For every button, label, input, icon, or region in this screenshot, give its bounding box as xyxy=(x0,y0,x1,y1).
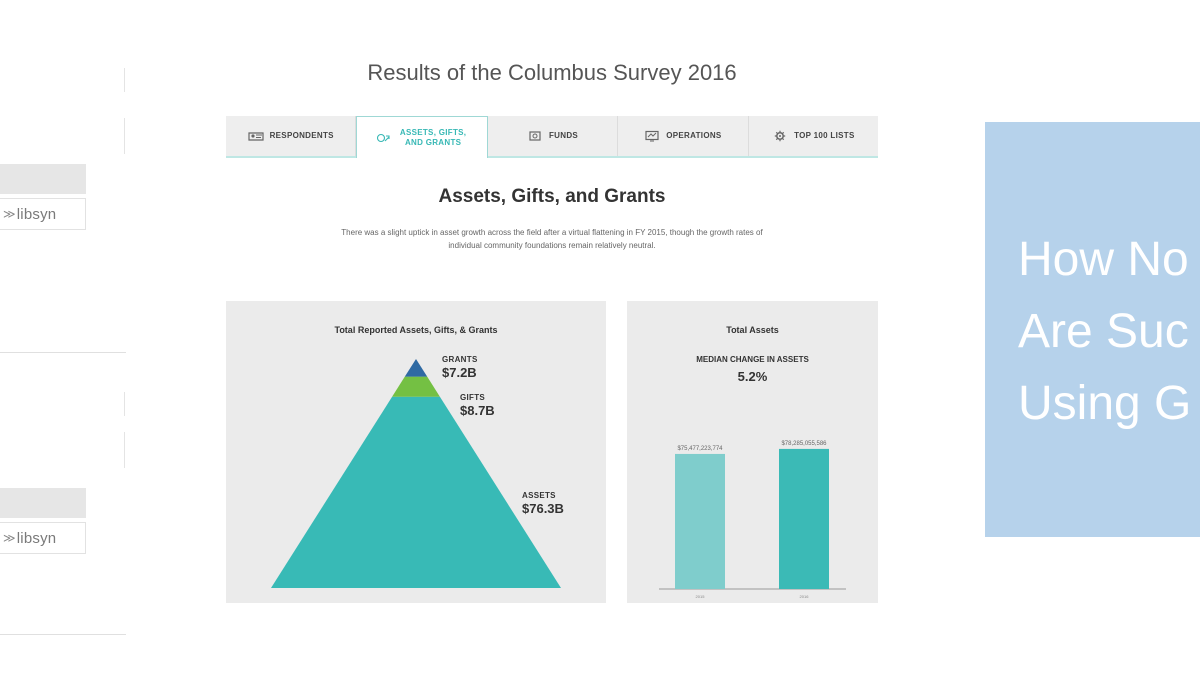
tab-top-100-lists[interactable]: TOP 100 LISTS xyxy=(749,116,878,156)
tab-operations[interactable]: OPERATIONS xyxy=(618,116,749,156)
pyramid-segment-assets xyxy=(271,396,561,588)
bar-chart-panel: Total Assets MEDIAN CHANGE IN ASSETS 5.2… xyxy=(627,301,878,603)
libsyn-text: libsyn xyxy=(16,529,57,547)
gear-icon xyxy=(774,130,786,142)
left-podcast-strip: ≫ libsyn ≫ libsyn xyxy=(0,0,130,675)
article-banner[interactable]: How No Are Suc Using G xyxy=(985,122,1200,537)
libsyn-badge[interactable]: ≫ libsyn xyxy=(0,522,86,554)
divider xyxy=(124,392,125,416)
gifts-label: GIFTS $8.7B xyxy=(460,393,495,418)
bar-value-label: $75,477,223,774 xyxy=(677,446,723,452)
gifts-value: $8.7B xyxy=(460,403,495,418)
pyramid-segment-grants xyxy=(404,359,428,377)
divider xyxy=(0,634,126,635)
bar-2015 xyxy=(675,453,725,589)
respondents-icon xyxy=(247,132,264,141)
operations-icon xyxy=(645,130,659,142)
grants-value: $7.2B xyxy=(442,365,477,380)
x-tick-label: 2016 xyxy=(800,594,810,599)
median-change-label: MEDIAN CHANGE IN ASSETS xyxy=(696,355,809,364)
libsyn-text: libsyn xyxy=(16,205,57,223)
chart-title: Total Reported Assets, Gifts, & Grants xyxy=(334,325,498,335)
bar-value-label: $78,285,055,586 xyxy=(781,441,827,447)
banner-headline-line: Using G xyxy=(1018,377,1192,430)
banner-headline-line: Are Suc xyxy=(1018,305,1189,358)
podcast-player-bar[interactable] xyxy=(0,488,86,518)
libsyn-badge[interactable]: ≫ libsyn xyxy=(0,198,86,230)
podcast-player-bar[interactable] xyxy=(0,164,86,194)
pyramid-segment-gifts xyxy=(392,376,440,397)
x-tick-label: 2015 xyxy=(696,594,706,599)
page-title: Results of the Columbus Survey 2016 xyxy=(367,60,737,85)
assets-label: ASSETS $76.3B xyxy=(522,491,564,516)
divider xyxy=(124,432,125,468)
libsyn-logo-icon: ≫ xyxy=(3,531,16,545)
assets-icon xyxy=(377,133,390,142)
divider xyxy=(124,68,125,92)
tab-bar: RESPONDENTS ASSETS, GIFTS, AND GRANTS FU… xyxy=(226,116,878,158)
tab-assets-gifts-grants[interactable]: ASSETS, GIFTS, AND GRANTS xyxy=(356,116,488,158)
section-title: Assets, Gifts, and Grants xyxy=(438,186,666,207)
median-change-value: 5.2% xyxy=(737,369,768,384)
divider xyxy=(0,352,126,353)
funds-icon xyxy=(529,131,541,141)
tab-funds[interactable]: FUNDS xyxy=(488,116,619,156)
libsyn-logo-icon: ≫ xyxy=(3,207,16,221)
divider xyxy=(124,118,125,154)
pyramid-chart-panel: Total Reported Assets, Gifts, & Grants G… xyxy=(226,301,606,603)
grants-label: GRANTS $7.2B xyxy=(442,355,478,380)
tab-respondents[interactable]: RESPONDENTS xyxy=(226,116,357,156)
banner-headline-line: How No xyxy=(1018,233,1189,286)
section-description: There was a slight uptick in asset growt… xyxy=(341,228,763,250)
bar-chart: $75,477,223,774 2015 $78,285,055,586 2016 xyxy=(659,441,846,599)
pyramid-chart xyxy=(271,359,561,588)
bar-2016 xyxy=(779,448,829,589)
chart-title: Total Assets xyxy=(726,325,779,335)
assets-value: $76.3B xyxy=(522,501,564,516)
